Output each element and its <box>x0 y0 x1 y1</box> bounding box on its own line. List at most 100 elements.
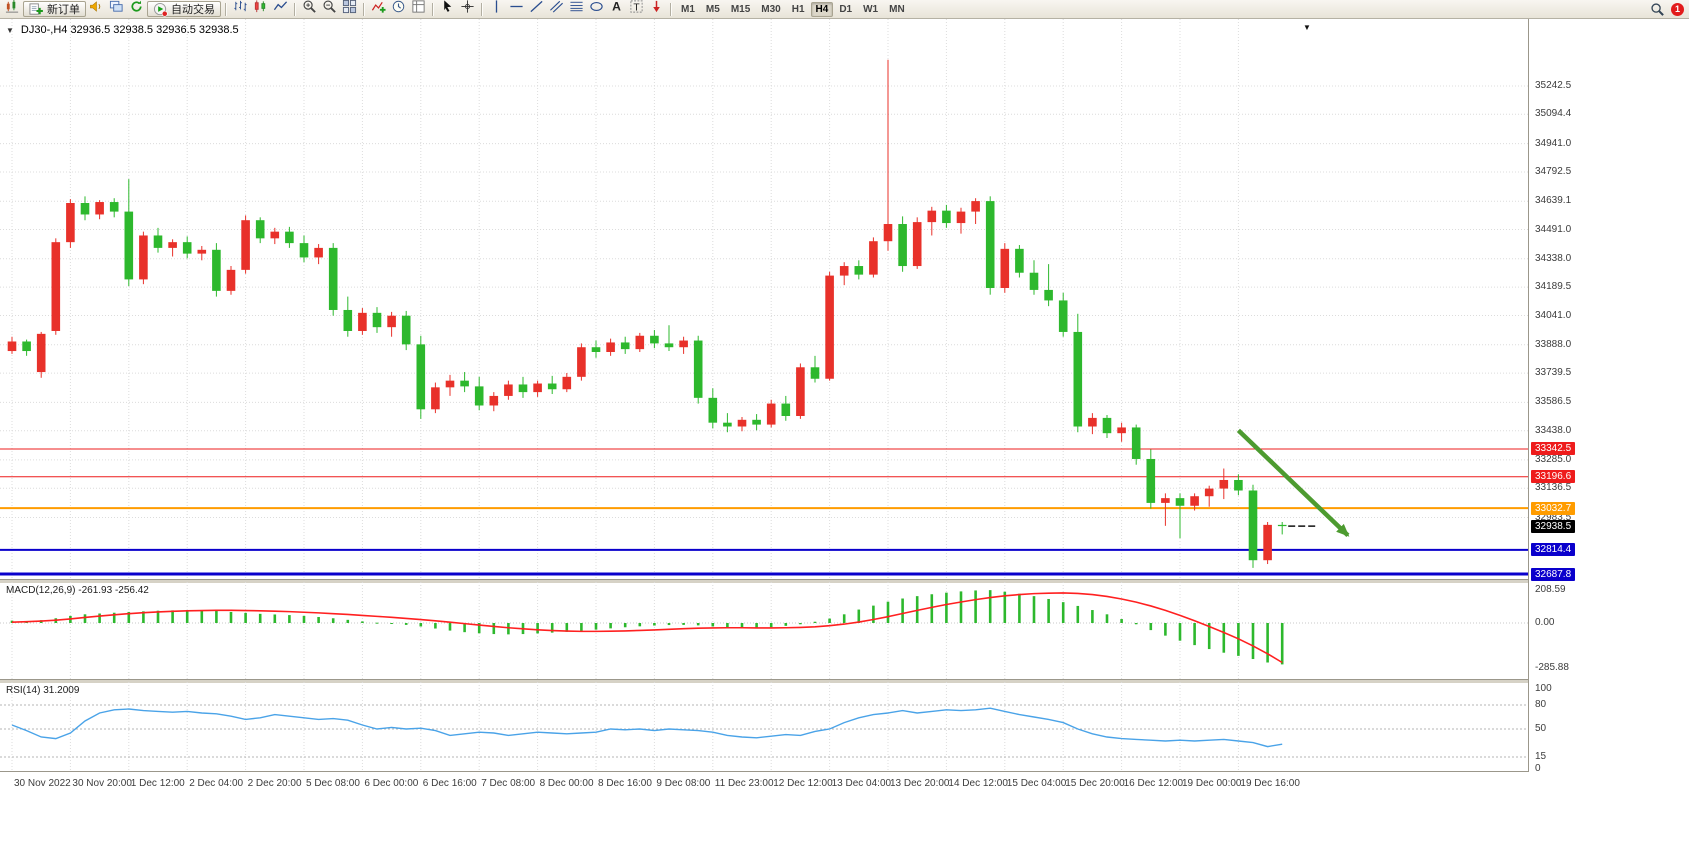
macd-histogram-bar <box>1076 605 1080 623</box>
candle-body <box>927 210 937 223</box>
timeframe-m5-button[interactable]: M5 <box>705 3 720 15</box>
candle-body <box>737 419 747 427</box>
panel-separator-macd[interactable] <box>0 579 1528 584</box>
macd-histogram-bar <box>98 613 101 623</box>
timeframe-m30-button[interactable]: M30 <box>761 3 781 15</box>
trend-arrow-annotation[interactable] <box>1236 428 1350 538</box>
time-axis[interactable]: 30 Nov 2022 30 Nov 20:00 1 Dec 12:00 2 Dec … <box>0 774 1528 796</box>
tile-windows-button[interactable] <box>340 0 359 18</box>
timeframe-m1-button[interactable]: M1 <box>681 3 695 15</box>
price-tick-label: 34338.0 <box>1535 252 1572 264</box>
macd-histogram-bar <box>229 611 233 623</box>
candle-body <box>445 380 455 388</box>
candle-body <box>489 395 499 406</box>
rsi-panel-plot[interactable] <box>0 682 1528 771</box>
macd-histogram-bar <box>142 611 145 623</box>
candle-body <box>883 224 893 242</box>
zoom-in-button[interactable] <box>300 0 319 18</box>
refresh-button[interactable] <box>127 0 146 19</box>
refresh-icon <box>129 0 144 19</box>
macd-histogram-bar <box>1193 623 1196 646</box>
time-axis-label: 7 Dec 08:00 <box>481 778 536 789</box>
timeframe-h1-button[interactable]: H1 <box>791 3 805 15</box>
candle-body <box>956 211 966 224</box>
periods-button[interactable] <box>389 0 408 18</box>
macd-histogram-bar <box>682 623 685 625</box>
macd-histogram-bar <box>507 623 510 635</box>
time-axis-label: 30 Nov 2022 <box>14 778 71 789</box>
candle-body <box>1117 427 1126 434</box>
search-icon[interactable] <box>1648 1 1667 18</box>
macd-histogram-bar <box>331 618 335 623</box>
timeframe-h4-button[interactable]: H4 <box>810 1 834 17</box>
time-axis-border <box>0 771 1528 772</box>
candle-body <box>474 386 484 406</box>
market-watch-button[interactable] <box>107 0 126 19</box>
price-tick-label: 33739.5 <box>1535 367 1572 379</box>
main-chart-plot[interactable] <box>0 19 1528 579</box>
timeframe-m15-button[interactable]: M15 <box>730 3 751 15</box>
candle-body <box>212 249 221 291</box>
arrows-button[interactable] <box>647 0 666 18</box>
macd-histogram-bar <box>156 610 160 623</box>
candle-body <box>912 222 922 267</box>
macd-panel-plot[interactable] <box>0 582 1528 679</box>
panel-separator-rsi[interactable] <box>0 679 1528 684</box>
text-button[interactable]: A <box>607 0 626 18</box>
candle-body <box>810 367 820 379</box>
time-axis-label: 19 Dec 00:00 <box>1182 778 1242 789</box>
sound-button[interactable] <box>87 1 106 18</box>
auto-trading-button[interactable]: 自动交易 <box>147 1 221 17</box>
candle-body <box>1088 417 1097 427</box>
candle-body <box>1146 458 1156 503</box>
macd-histogram-bar <box>288 615 291 623</box>
candle-body <box>372 312 382 328</box>
fibonacci-button[interactable] <box>567 1 586 18</box>
horizontal-line-button[interactable] <box>507 1 526 18</box>
level-lines-layer[interactable] <box>0 448 1528 576</box>
chart-candle-icon <box>5 0 20 19</box>
indicators-button[interactable] <box>369 1 388 18</box>
trendline-button[interactable] <box>527 0 546 18</box>
candle-body <box>80 203 90 215</box>
bar-chart-button[interactable] <box>231 0 250 18</box>
new-chart-button[interactable] <box>3 0 22 19</box>
label-button[interactable]: T <box>627 0 646 18</box>
macd-histogram-bar <box>945 592 948 623</box>
price-axis[interactable]: 35242.5 35094.4 34941.0 34792.5 34639.1 34491… <box>1528 19 1689 774</box>
zoom-out-button[interactable] <box>320 0 339 18</box>
chart-menu-icon[interactable]: ▼ <box>6 25 14 35</box>
timeframe-d1-button[interactable]: D1 <box>839 3 853 15</box>
cursor-button[interactable] <box>438 0 457 18</box>
notification-badge[interactable]: 1 <box>1671 2 1684 16</box>
chart-title-text: DJ30-,H4 32936.5 32938.5 32936.5 32938.5 <box>20 24 239 36</box>
channel-icon <box>549 0 564 19</box>
candle-body <box>591 347 601 352</box>
toolbar-right-group: 1 <box>1648 1 1686 18</box>
macd-histogram-bar <box>273 614 277 623</box>
channel-button[interactable] <box>547 0 566 19</box>
time-axis-label: 1 Dec 12:00 <box>130 778 185 789</box>
macd-histogram-bar <box>419 623 423 627</box>
shapes-button[interactable] <box>587 1 606 18</box>
macd-histogram-bar <box>886 601 890 623</box>
candle-body <box>547 383 557 390</box>
line-chart-button[interactable] <box>271 1 290 18</box>
templates-button[interactable] <box>409 0 428 18</box>
candle-body <box>854 266 864 275</box>
macd-histogram-bar <box>959 591 963 623</box>
timeframe-mn-button[interactable]: MN <box>889 3 905 15</box>
hline-icon <box>509 0 524 19</box>
scroll-to-end-icon[interactable]: ▼ <box>1303 23 1311 32</box>
new-order-button[interactable]: 新订单 <box>23 1 86 17</box>
macd-histogram-bar <box>755 623 758 629</box>
timeframe-w1-button[interactable]: W1 <box>863 3 879 15</box>
crosshair-button[interactable] <box>458 0 477 18</box>
vertical-line-button[interactable] <box>487 0 506 18</box>
rsi-scale-label: 100 <box>1535 683 1552 694</box>
candlestick-chart-button[interactable] <box>251 0 270 18</box>
layers-icon <box>109 0 124 19</box>
macd-histogram-bar <box>1222 623 1226 653</box>
candle-body <box>431 387 440 410</box>
macd-label: MACD(12,26,9) -261.93 -256.42 <box>6 585 149 596</box>
